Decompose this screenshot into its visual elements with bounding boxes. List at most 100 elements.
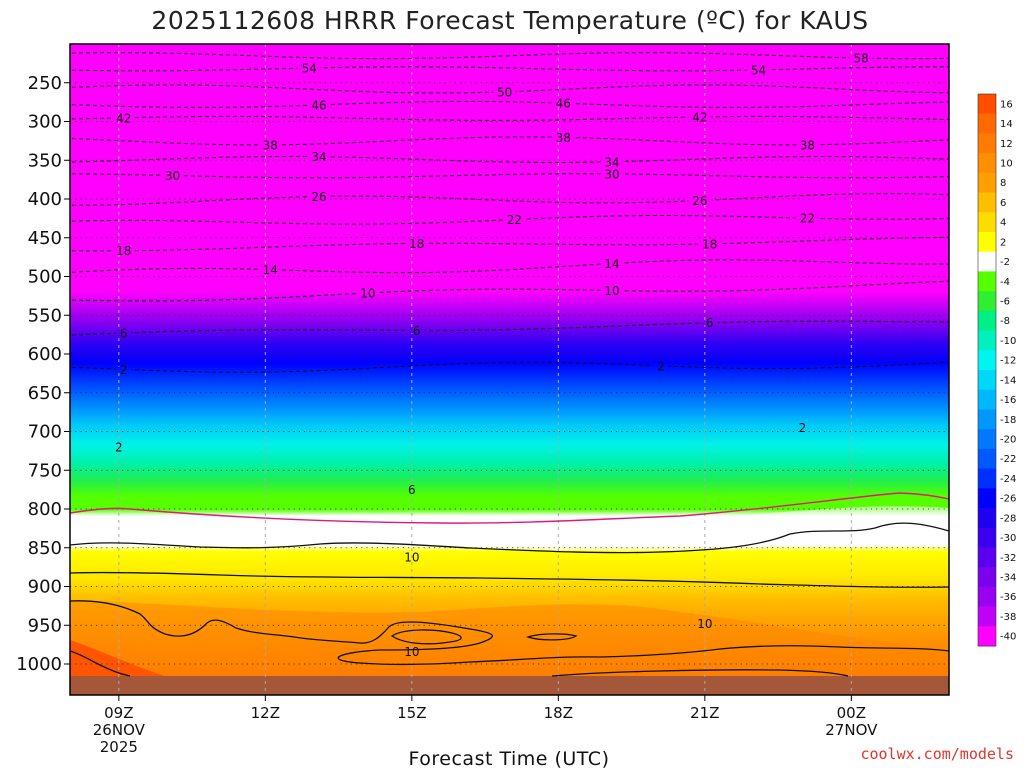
colorbar-label: -10: [1000, 336, 1016, 347]
contour-label-gap: [688, 114, 712, 120]
y-axis-pressure: 250 300 350 400 450 500 550 600 650 700 750 800 850 9…: [16, 73, 70, 675]
isotherm-dashed-minus-6: [70, 320, 949, 336]
contour-label-gap: [600, 287, 624, 293]
warm-region-low-level: [70, 600, 949, 676]
y-tick-600: 600: [28, 344, 62, 365]
y-tick-250: 250: [28, 73, 62, 94]
contour-label-gap: [551, 134, 575, 140]
plot-frame: [69, 43, 950, 696]
y-tick-450: 450: [28, 228, 62, 249]
isotherm-10c-small: [525, 633, 578, 641]
colorbar-swatch: [978, 448, 996, 470]
contour-label: 46: [556, 97, 571, 111]
contour-label: 26: [692, 194, 707, 208]
hot-region-surface: [70, 640, 165, 676]
x-tick-27nov: 27NOV: [825, 721, 878, 739]
contour-label-gap: [795, 215, 819, 221]
credit-link[interactable]: coolwx.com/models: [860, 745, 1014, 763]
contour-label: 34: [311, 150, 326, 164]
colorbar-label: -32: [1000, 553, 1016, 564]
isotherm-dashed-minus-2: [70, 361, 949, 373]
isotherm-dashed-minus-18: [70, 236, 949, 252]
isotherm-dashed-minus-26: [70, 193, 949, 206]
y-tick-800: 800: [28, 499, 62, 520]
colorbar-swatch: [978, 291, 996, 312]
contour-label: 10: [604, 284, 619, 298]
colorbar-label: 16: [1000, 99, 1013, 110]
isotherm-14c-right: [551, 669, 849, 677]
colorbar-swatch: [978, 192, 996, 213]
contour-label-10c: 10: [697, 617, 712, 631]
colorbar-label: 12: [1000, 139, 1013, 150]
contour-label-10c: 10: [404, 551, 419, 565]
colorbar-label: 10: [1000, 159, 1013, 170]
contour-label-gap: [161, 173, 184, 179]
contour-label: 2: [120, 363, 128, 377]
contour-label-gap: [600, 159, 624, 165]
contour-label-gap: [307, 193, 331, 199]
colorbar-label: 6: [1000, 198, 1006, 209]
colorbar-label: -8: [1000, 316, 1010, 327]
contour-label: 14: [263, 263, 278, 277]
colorbar-label: -2: [1000, 257, 1010, 268]
isotherm-14c: [70, 650, 131, 677]
y-tick-950: 950: [28, 615, 62, 636]
isotherm-dashed-minus-10: [70, 280, 949, 302]
contour-label: 26: [311, 190, 326, 204]
contour-label-gap: [116, 330, 132, 336]
contour-label: 6: [120, 326, 128, 340]
contour-label: 14: [604, 257, 619, 271]
colorbar-label: -34: [1000, 573, 1016, 584]
contour-label-gap: [409, 327, 425, 333]
y-tick-500: 500: [28, 267, 62, 288]
colorbar-swatch: [978, 508, 996, 529]
x-tick-2025: 2025: [100, 738, 138, 756]
colorbar-swatch: [978, 133, 996, 154]
colorbar-swatch: [978, 389, 996, 410]
contour-label-gap: [297, 65, 321, 71]
contour-label-gap: [307, 102, 331, 108]
isotherm-10c-bubble: [390, 629, 462, 645]
x-tick-21z: 21Z: [690, 704, 719, 722]
x-tick-12z: 12Z: [251, 704, 280, 722]
contour-label: 42: [692, 110, 707, 124]
contour-label-gap: [493, 89, 517, 95]
colorbar-swatch: [978, 94, 996, 115]
contour-label-gap: [307, 154, 331, 160]
contour-label-gap: [600, 171, 624, 177]
colorbar-swatch: [978, 527, 996, 548]
contour-label: 50: [497, 85, 512, 99]
colorbar-swatch: [978, 488, 996, 509]
colorbar-swatch: [978, 113, 996, 134]
colorbar-label: -18: [1000, 415, 1016, 426]
isotherm-2c: [70, 522, 949, 554]
contour-label-gap: [747, 67, 770, 73]
temperature-field: [70, 44, 949, 695]
colorbar: 16 14 12 10 8 6 4 2 -2 -4 -6 -8 -10 -12 -14 -16 -18 -20 -2…: [977, 93, 1016, 647]
colorbar-label: -24: [1000, 474, 1016, 485]
isotherm-dashed-minus-30: [70, 173, 949, 179]
contour-label: 54: [751, 63, 766, 77]
contour-label: 18: [409, 237, 424, 251]
colorbar-swatch: [978, 409, 996, 430]
white-band-lower: [70, 506, 949, 551]
y-tick-400: 400: [28, 189, 62, 210]
contour-label-6c: 6: [408, 483, 416, 497]
contour-label-gap: [688, 198, 712, 204]
contour-label: 22: [800, 212, 815, 226]
contour-label-gap: [795, 142, 819, 148]
grid-lines: [70, 44, 949, 695]
y-tick-550: 550: [28, 305, 62, 326]
colorbar-label: -6: [1000, 297, 1010, 308]
y-tick-900: 900: [28, 577, 62, 598]
isotherm-dashed-minus-46: [70, 101, 949, 108]
contour-label-gap: [502, 217, 526, 223]
y-tick-850: 850: [28, 538, 62, 559]
colorbar-swatch: [978, 370, 996, 391]
contour-label-gap: [551, 100, 575, 106]
contour-label: 10: [360, 286, 375, 300]
x-tick-26nov: 26NOV: [93, 721, 146, 739]
contour-label-2c: 2: [799, 421, 807, 435]
contour-label-gap: [702, 320, 718, 326]
